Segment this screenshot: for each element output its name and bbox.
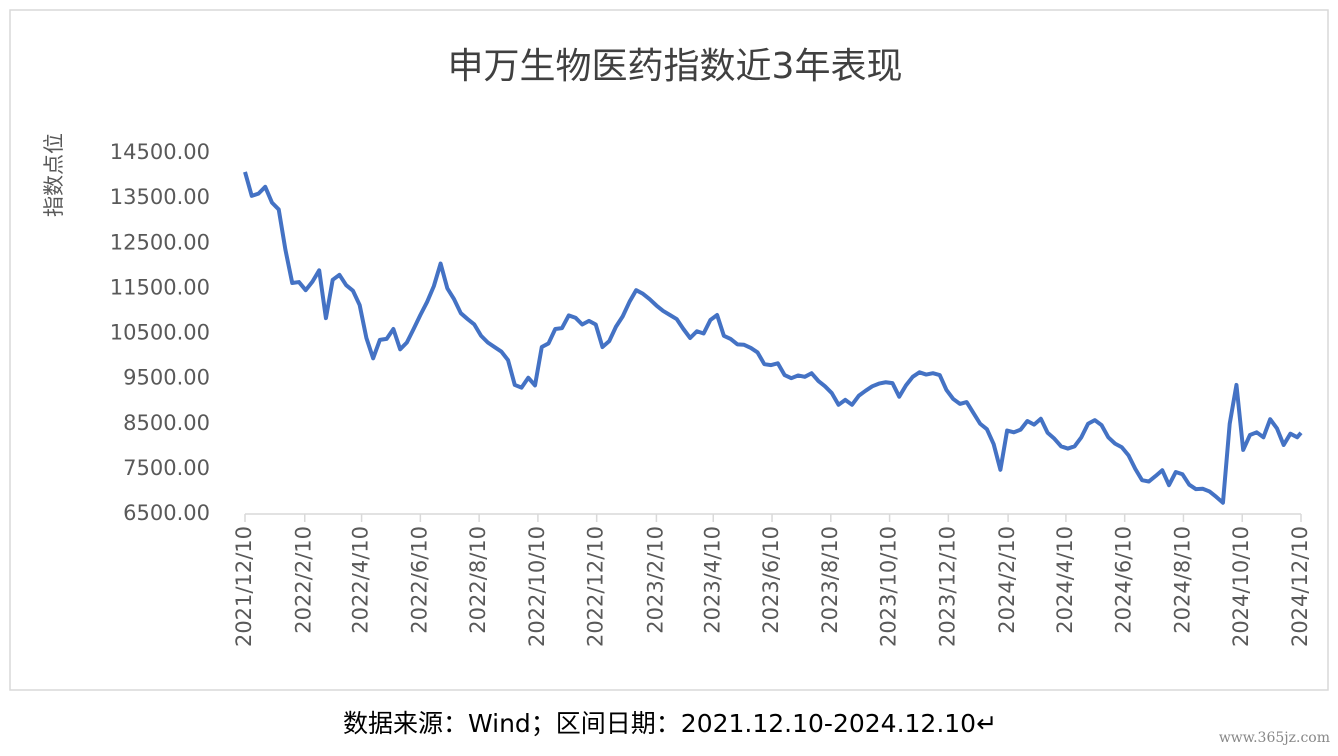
y-tick-label: 7500.00	[123, 456, 210, 480]
x-tick-label: 2024/12/10	[1288, 526, 1312, 647]
watermark: www.365jz.com	[1219, 730, 1330, 746]
x-tick-label: 2023/2/10	[643, 526, 667, 634]
chart-title: 申万生物医药指数近3年表现	[448, 46, 903, 87]
y-tick-label: 10500.00	[110, 321, 210, 345]
y-axis-label: 指数点位	[42, 133, 66, 217]
x-tick-label: 2022/10/10	[525, 526, 549, 647]
x-tick-label: 2023/10/10	[877, 526, 901, 647]
x-tick-label: 2023/12/10	[935, 526, 959, 647]
x-tick-label: 2022/8/10	[466, 526, 490, 634]
y-tick-label: 12500.00	[110, 230, 210, 254]
y-tick-label: 13500.00	[110, 185, 210, 209]
x-tick-label: 2022/2/10	[292, 526, 316, 634]
x-tick-label: 2024/4/10	[1053, 526, 1077, 634]
x-tick-label: 2022/12/10	[584, 526, 608, 647]
y-tick-label: 11500.00	[110, 275, 210, 299]
y-tick-label: 6500.00	[123, 501, 210, 525]
x-tick-label: 2023/8/10	[818, 526, 842, 634]
x-tick-label: 2023/4/10	[700, 526, 724, 634]
x-tick-label: 2024/6/10	[1112, 526, 1136, 634]
x-tick-label: 2024/2/10	[995, 526, 1019, 634]
x-tick-label: 2022/4/10	[349, 526, 373, 634]
x-tick-label: 2022/6/10	[407, 526, 431, 634]
y-tick-label: 9500.00	[123, 366, 210, 390]
x-tick-label: 2024/10/10	[1229, 526, 1253, 647]
line-series	[243, 171, 1303, 505]
x-tick-label: 2024/8/10	[1170, 526, 1194, 634]
chart-border	[9, 9, 1329, 691]
x-tick-label: 2021/12/10	[232, 526, 256, 647]
y-tick-label: 8500.00	[123, 411, 210, 435]
x-tick-label: 2023/6/10	[759, 526, 783, 634]
caption: 数据来源：Wind；区间日期：2021.12.10-2024.12.10↵	[343, 709, 997, 738]
y-tick-label: 14500.00	[110, 140, 210, 164]
